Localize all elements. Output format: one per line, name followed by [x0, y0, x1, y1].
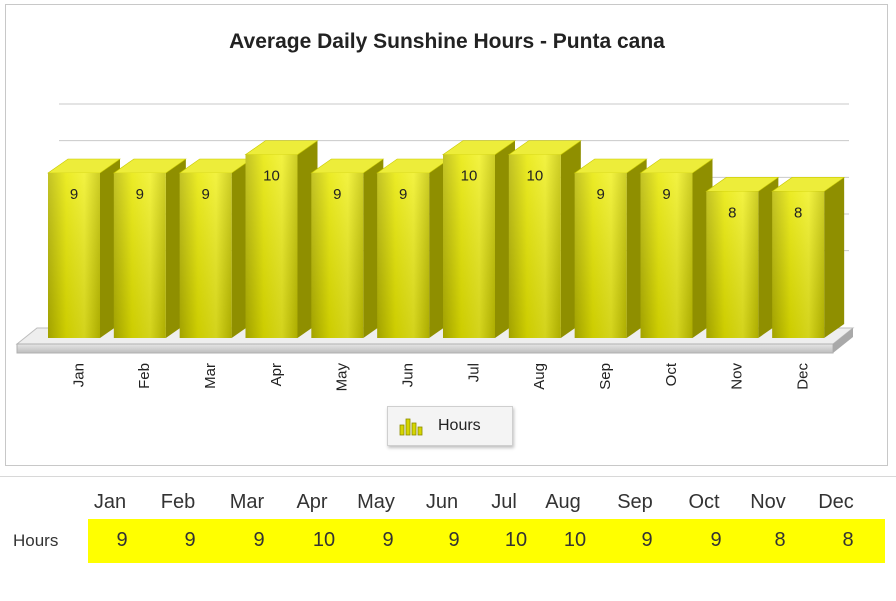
- x-tick-label: May: [334, 363, 351, 392]
- x-tick-label: Jul: [465, 363, 482, 382]
- bar-shade: [179, 173, 232, 338]
- table-header-aug: Aug: [545, 491, 581, 513]
- table-cell: 9: [116, 529, 128, 551]
- table-cell: 10: [312, 529, 336, 551]
- bar-value-label: 10: [461, 168, 478, 185]
- x-tick-label: Nov: [729, 363, 746, 390]
- bar-value-label: 9: [70, 186, 78, 203]
- bar-value-label: 9: [201, 186, 209, 203]
- bar-mar[interactable]: [178, 158, 253, 338]
- table-header-mar: Mar: [229, 491, 265, 513]
- chart-floor-front: [16, 343, 834, 354]
- bar-shade: [48, 173, 100, 338]
- bar-shade: [245, 154, 298, 338]
- bar-chart-icon: [399, 418, 423, 436]
- table-cell: 9: [382, 529, 394, 551]
- x-tick-label: Apr: [268, 363, 285, 386]
- bar-aug[interactable]: [507, 140, 582, 338]
- legend[interactable]: Hours: [387, 406, 513, 446]
- bar-shade: [311, 173, 364, 338]
- x-tick-label: Aug: [531, 363, 548, 390]
- bar-value-label: 9: [399, 186, 407, 203]
- bar-value-label: 9: [596, 186, 604, 203]
- bar-value-label: 8: [728, 204, 736, 221]
- table-header-nov: Nov: [750, 491, 786, 513]
- table-header-may: May: [357, 491, 395, 513]
- table-cell: 10: [504, 529, 528, 551]
- table-cell: 9: [710, 529, 722, 551]
- table-header-sep: Sep: [617, 491, 653, 513]
- bar-jun[interactable]: [376, 158, 451, 338]
- bar-value-label: 9: [333, 186, 341, 203]
- table-cell: 8: [842, 529, 854, 551]
- chart-title: Average Daily Sunshine Hours - Punta can…: [229, 30, 665, 53]
- bar-value-label: 9: [662, 186, 670, 203]
- bar-value-label: 9: [136, 186, 144, 203]
- bar-chart: Average Daily Sunshine Hours - Punta can…: [15, 30, 855, 392]
- table-header-jan: Jan: [93, 491, 127, 513]
- table-cell: 9: [184, 529, 196, 551]
- bar-jul[interactable]: [442, 140, 516, 338]
- bar-value-label: 10: [526, 168, 543, 185]
- table-header-dec: Dec: [818, 491, 854, 513]
- bar-shade: [706, 191, 759, 338]
- table-cell: 8: [774, 529, 786, 551]
- x-tick-label: Dec: [794, 363, 811, 390]
- chart-panel: Average Daily Sunshine Hours - Punta can…: [5, 4, 888, 466]
- table-header-feb: Feb: [160, 491, 196, 513]
- bar-shade: [443, 154, 495, 338]
- table-header-jul: Jul: [491, 491, 517, 513]
- bar-value-label: 10: [263, 168, 280, 185]
- table-header-oct: Oct: [688, 491, 720, 513]
- table-row-label: Hours: [13, 531, 59, 550]
- bar-shade: [377, 173, 430, 338]
- bar-value-label: 8: [794, 204, 802, 221]
- x-tick-label: Mar: [202, 363, 219, 389]
- legend-label: Hours: [438, 417, 481, 434]
- table-value-highlight: [88, 519, 885, 563]
- bar-shade: [640, 173, 693, 338]
- bar-shade: [508, 154, 561, 338]
- data-table: Jan Feb Mar Apr May Jun Jul Aug Sep Oct Nov Dec Hou…: [0, 476, 896, 601]
- table-cell: 10: [563, 529, 587, 551]
- bar-shade: [574, 173, 627, 338]
- table-cell: 9: [253, 529, 265, 551]
- bar-shade: [772, 191, 825, 338]
- bar-apr[interactable]: [244, 140, 319, 338]
- x-tick-label: Oct: [663, 362, 680, 386]
- x-tick-label: Feb: [136, 363, 153, 389]
- table-cell: 9: [641, 529, 653, 551]
- bar-side: [824, 177, 845, 338]
- x-tick-label: Sep: [597, 363, 614, 390]
- bar-may[interactable]: [310, 158, 385, 338]
- x-tick-label: Jan: [70, 363, 87, 387]
- chart-floor-side: [833, 328, 853, 353]
- bar-feb[interactable]: [112, 158, 187, 338]
- bar-nov[interactable]: [705, 177, 780, 338]
- table-header-apr: Apr: [296, 491, 328, 513]
- bar-dec[interactable]: [771, 177, 846, 338]
- table-cell: 9: [448, 529, 460, 551]
- bar-sep[interactable]: [573, 158, 648, 338]
- x-tick-label: Jun: [399, 363, 416, 387]
- bar-shade: [113, 173, 166, 338]
- table-header-jun: Jun: [425, 491, 459, 513]
- bar-oct[interactable]: [639, 158, 714, 338]
- bar-jan[interactable]: [47, 158, 121, 338]
